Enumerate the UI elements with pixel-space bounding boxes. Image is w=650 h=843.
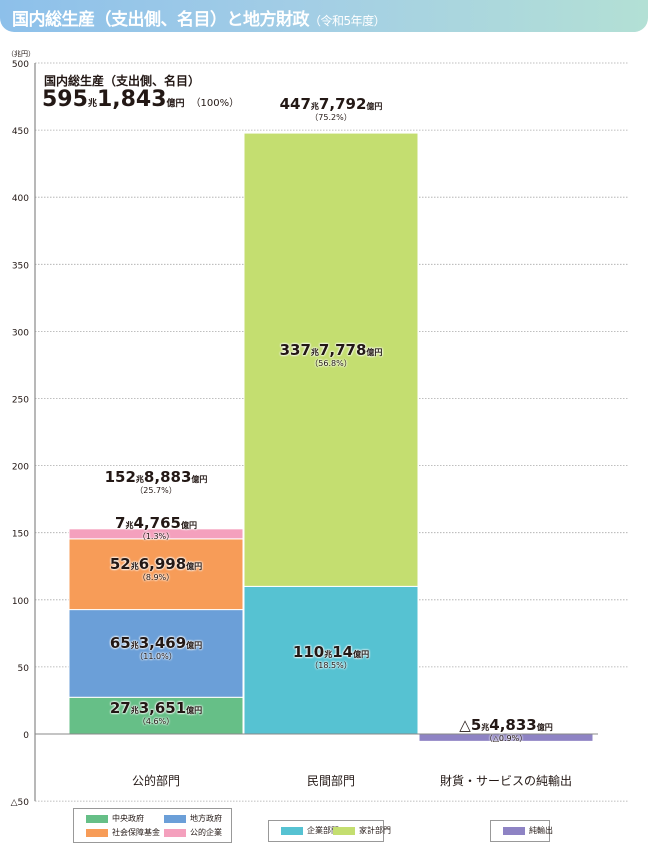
legend-swatch (503, 826, 525, 835)
legend-label: 企業部門 (307, 826, 339, 835)
y-tick-label: 250 (12, 396, 29, 406)
y-tick-label: 350 (12, 261, 29, 271)
legend-item: 企業部門 (281, 825, 339, 836)
legend-swatch (164, 828, 186, 837)
title-text: 国内総生産（支出側、名目）と地方財政 (12, 10, 310, 30)
bar-public_corp (68, 528, 244, 540)
legend-swatch (333, 826, 355, 835)
percent-text: （11.0%） (135, 652, 177, 661)
legend-swatch (164, 814, 186, 823)
title-subtitle: （令和5年度） (309, 14, 386, 28)
y-tick-label: 100 (12, 597, 29, 607)
bar-social (68, 538, 244, 611)
percent-text: （75.2%） (310, 113, 352, 122)
percent-text: （4.6%） (137, 717, 175, 726)
bar-local (68, 609, 244, 698)
percent-text: （△0.9%） (484, 734, 528, 743)
gdp-total-pct: （100%） (190, 98, 240, 109)
label-net_export: △5兆4,833億円 （△0.9%） (459, 718, 552, 743)
value-text: 447兆7,792億円 (279, 95, 383, 113)
value-text: 7兆4,765億円 (115, 514, 197, 532)
gdp-total-value: 595兆1,843億円 （100%） (42, 87, 239, 112)
category-label: 財貨・サービスの純輸出 (439, 774, 573, 788)
legend-label: 純輸出 (529, 826, 553, 835)
label-social: 52兆6,998億円 （8.9%） (110, 557, 202, 582)
y-tick-label: 450 (12, 127, 29, 137)
label-total-cat0: 152兆8,883億円 （25.7%） (105, 470, 208, 495)
legend-label: 社会保障基金 (112, 828, 160, 837)
label-central: 27兆3,651億円 （4.6%） (110, 701, 202, 726)
legend-label: 公的企業 (190, 828, 222, 837)
legend-item: 中央政府 (86, 813, 144, 824)
value-text: △5兆4,833億円 (459, 716, 553, 734)
legend-swatch (86, 814, 108, 823)
value-text: 110兆14億円 (292, 643, 370, 661)
label-corporate: 110兆14億円 （18.5%） (293, 645, 369, 670)
bar-corporate (243, 585, 419, 735)
y-tick-label: 300 (12, 328, 29, 338)
category-label: 公的部門 (131, 774, 181, 788)
legend-label: 家計部門 (359, 826, 391, 835)
percent-text: （56.8%） (310, 359, 352, 368)
value-text: 52兆6,998億円 (109, 555, 203, 573)
percent-text: （25.7%） (135, 486, 177, 495)
percent-text: （1.3%） (137, 532, 175, 541)
page-title: 国内総生産（支出側、名目）と地方財政（令和5年度） (12, 5, 386, 30)
value-text: 27兆3,651億円 (109, 699, 203, 717)
y-tick-label: △50 (11, 798, 30, 808)
bar-central (68, 696, 244, 735)
y-tick-label: 500 (12, 60, 29, 70)
legend-swatch (281, 826, 303, 835)
value-text: 337兆7,778億円 (279, 341, 383, 359)
value-text: 65兆3,469億円 (109, 634, 203, 652)
percent-text: （8.9%） (137, 573, 175, 582)
percent-text: （18.5%） (310, 661, 352, 670)
value-text: 152兆8,883億円 (104, 468, 208, 486)
bar-household (243, 132, 419, 587)
label-total-cat1: 447兆7,792億円 （75.2%） (280, 97, 383, 122)
y-tick-label: 150 (12, 530, 29, 540)
legend-label: 地方政府 (190, 814, 222, 823)
legend-item: 社会保障基金 (86, 827, 160, 838)
gdp-cho-unit: 兆 (87, 99, 97, 109)
legend-box: 中央政府 地方政府社会保障基金 公的企業 (73, 808, 232, 843)
legend-item: 公的企業 (164, 827, 222, 838)
gdp-total-cho: 595 (42, 87, 88, 112)
title-banner: 国内総生産（支出側、名目）と地方財政（令和5年度） (0, 0, 648, 32)
y-tick-label: 400 (12, 194, 29, 204)
y-axis-unit: （兆円） (7, 50, 35, 58)
category-label: 民間部門 (306, 774, 356, 788)
gdp-total-label: 国内総生産（支出側、名目） (44, 74, 201, 88)
legend-box: 企業部門 家計部門 (268, 820, 391, 842)
gdp-total-oku: 1,843 (96, 87, 167, 112)
legend-swatch (86, 828, 108, 837)
label-household: 337兆7,778億円 （56.8%） (280, 343, 383, 368)
label-local: 65兆3,469億円 （11.0%） (110, 636, 202, 661)
legend-item: 純輸出 (503, 825, 553, 836)
y-tick-label: 50 (18, 664, 30, 674)
gdp-oku-unit: 億円 (166, 99, 185, 109)
label-public_corp: 7兆4,765億円 （1.3%） (115, 516, 197, 541)
legend-item: 地方政府 (164, 813, 222, 824)
legend-item: 家計部門 (333, 825, 391, 836)
y-tick-label: 0 (23, 731, 29, 741)
legend-box: 純輸出 (490, 820, 553, 842)
y-tick-label: 200 (12, 463, 29, 473)
legend-label: 中央政府 (112, 814, 144, 823)
